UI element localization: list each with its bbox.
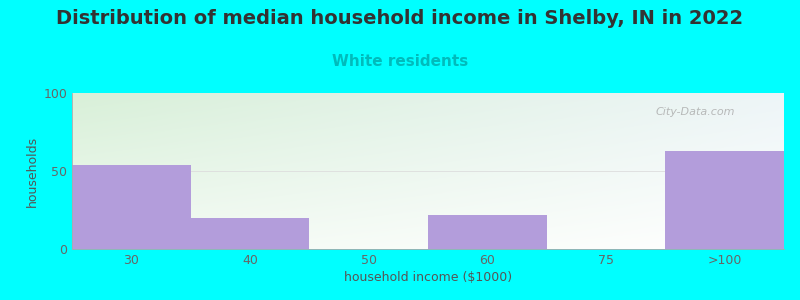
Bar — [72, 165, 190, 249]
Text: White residents: White residents — [332, 54, 468, 69]
Text: City-Data.com: City-Data.com — [656, 107, 735, 117]
Bar — [428, 215, 546, 249]
Text: Distribution of median household income in Shelby, IN in 2022: Distribution of median household income … — [57, 9, 743, 28]
Bar — [190, 218, 310, 249]
X-axis label: household income ($1000): household income ($1000) — [344, 271, 512, 284]
Bar — [666, 151, 784, 249]
Y-axis label: households: households — [26, 135, 39, 207]
